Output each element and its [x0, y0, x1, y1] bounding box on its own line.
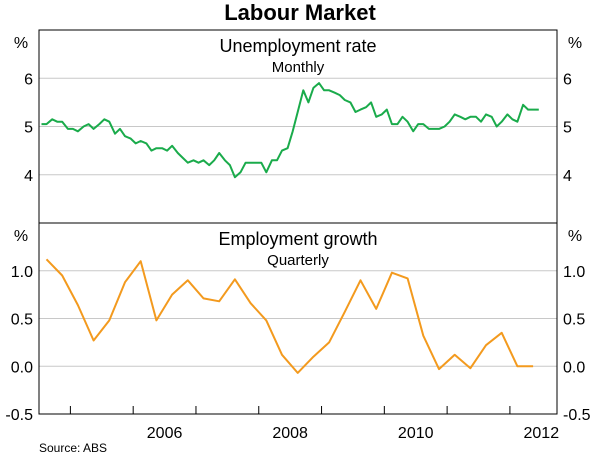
x-tick-label: 2010 — [398, 425, 434, 442]
panel-subtitle: Monthly — [272, 59, 325, 76]
chart-title: Labour Market — [224, 0, 376, 25]
series-line — [45, 258, 534, 374]
x-tick-label: 2012 — [524, 425, 560, 442]
y-tick-label-right: 6 — [563, 71, 572, 88]
plot-frame — [38, 29, 558, 415]
unit-label-right: % — [568, 35, 582, 52]
y-tick-label-left: 4 — [24, 168, 33, 185]
source-note: Source: ABS — [39, 441, 108, 455]
y-tick-label-right: 0.5 — [563, 312, 585, 329]
panel-subtitle: Quarterly — [267, 252, 329, 269]
series-line — [41, 82, 539, 179]
unit-label-left: % — [14, 228, 28, 245]
y-tick-label-right: 0.0 — [563, 359, 585, 376]
panel-title: Unemployment rate — [219, 36, 376, 56]
y-tick-label-right: 1.0 — [563, 264, 585, 281]
y-tick-label-left: 6 — [24, 71, 33, 88]
unit-label-left: % — [14, 35, 28, 52]
label-layer: 4 4 5 5 6 6% % Unemployment rate Monthly -0.5 -0.5… — [5, 35, 590, 442]
y-tick-label-left: -0.5 — [5, 407, 33, 424]
y-tick-label-left: 0.5 — [11, 312, 33, 329]
y-tick-label-left: 1.0 — [11, 264, 33, 281]
y-tick-label-left: 0.0 — [11, 359, 33, 376]
frame-layer — [38, 29, 558, 415]
panel-title: Employment growth — [218, 229, 377, 249]
series-layer — [41, 82, 539, 374]
unit-label-right: % — [568, 228, 582, 245]
x-tick-label: 2008 — [272, 425, 308, 442]
x-tick-label: 2006 — [147, 425, 183, 442]
y-tick-label-right: -0.5 — [563, 407, 591, 424]
y-tick-label-right: 4 — [563, 168, 572, 185]
y-tick-label-left: 5 — [24, 120, 33, 137]
y-tick-label-right: 5 — [563, 120, 572, 137]
